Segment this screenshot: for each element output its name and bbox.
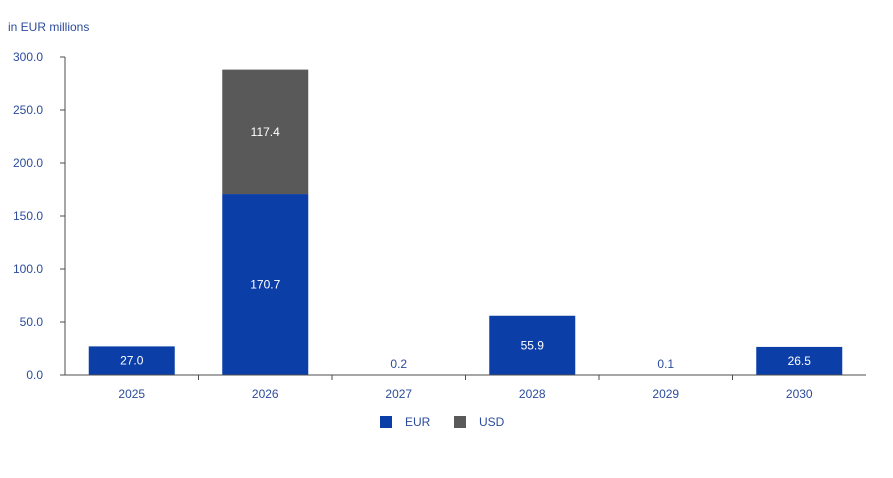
bar-eur-2028 xyxy=(489,315,576,375)
data-label-eur-2026: 170.7 xyxy=(250,278,280,292)
y-tick-label: 250.0 xyxy=(13,103,43,117)
unit-label: in EUR millions xyxy=(8,20,89,34)
bar-usd-2026 xyxy=(222,69,309,195)
data-label-eur-2029: 0.1 xyxy=(657,357,674,371)
x-tick-label: 2026 xyxy=(252,387,279,401)
legend-swatch-usd xyxy=(454,416,466,428)
bars: 27.0 170.7 117.4 0.2 55.9 0.1 26.5 xyxy=(88,69,843,375)
data-label-eur-2030: 26.5 xyxy=(788,354,812,368)
x-tick-label: 2029 xyxy=(652,387,679,401)
y-tick-label: 200.0 xyxy=(13,156,43,170)
y-tick-label: 300.0 xyxy=(13,50,43,64)
y-tick-label: 50.0 xyxy=(20,315,44,329)
y-axis: 0.0 50.0 100.0 150.0 200.0 250.0 300.0 xyxy=(13,50,66,382)
data-label-eur-2025: 27.0 xyxy=(120,354,144,368)
y-tick-label: 150.0 xyxy=(13,209,43,223)
legend-label-usd: USD xyxy=(479,415,505,429)
bar-eur-2025 xyxy=(88,346,175,375)
data-label-eur-2027: 0.2 xyxy=(390,357,407,371)
y-tick-label: 100.0 xyxy=(13,262,43,276)
x-tick-label: 2027 xyxy=(385,387,412,401)
legend-swatch-eur xyxy=(380,416,392,428)
x-tick-label: 2025 xyxy=(118,387,145,401)
bar-eur-2030 xyxy=(756,346,843,375)
legend-label-eur: EUR xyxy=(405,415,431,429)
legend: EUR USD xyxy=(380,415,505,429)
y-tick-label: 0.0 xyxy=(26,368,43,382)
x-axis: 2025 2026 2027 2028 2029 2030 xyxy=(65,374,866,401)
data-label-usd-2026: 117.4 xyxy=(251,125,280,139)
x-tick-label: 2030 xyxy=(786,387,813,401)
x-tick-label: 2028 xyxy=(519,387,546,401)
bar-eur-2026 xyxy=(222,194,309,375)
data-label-eur-2028: 55.9 xyxy=(521,338,545,352)
